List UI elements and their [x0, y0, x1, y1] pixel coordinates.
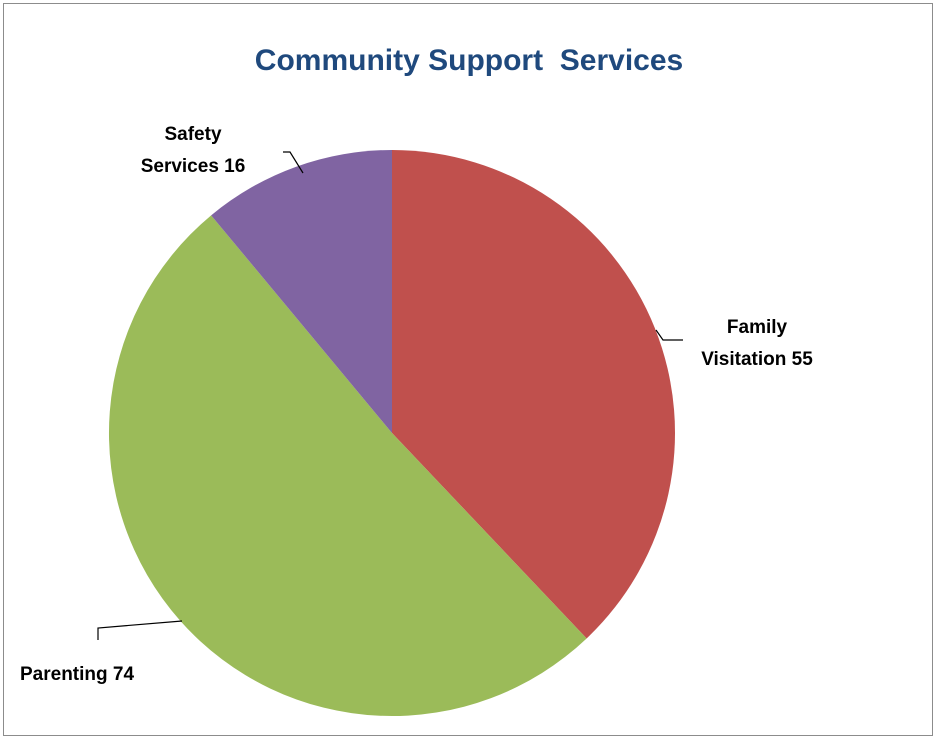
data-label: Family Visitation 55	[701, 317, 813, 370]
pie-slice-family-visitation	[392, 150, 676, 639]
leader-line	[655, 329, 683, 341]
pie-slice-safety-services	[211, 150, 392, 433]
leader-line	[283, 151, 304, 174]
chart-title: Community Support Services	[254, 44, 684, 77]
leader-line	[97, 620, 183, 640]
data-label: Parenting 74	[20, 664, 134, 685]
pie-slice-parenting	[108, 215, 587, 717]
data-label: Safety Services 16	[141, 124, 246, 177]
